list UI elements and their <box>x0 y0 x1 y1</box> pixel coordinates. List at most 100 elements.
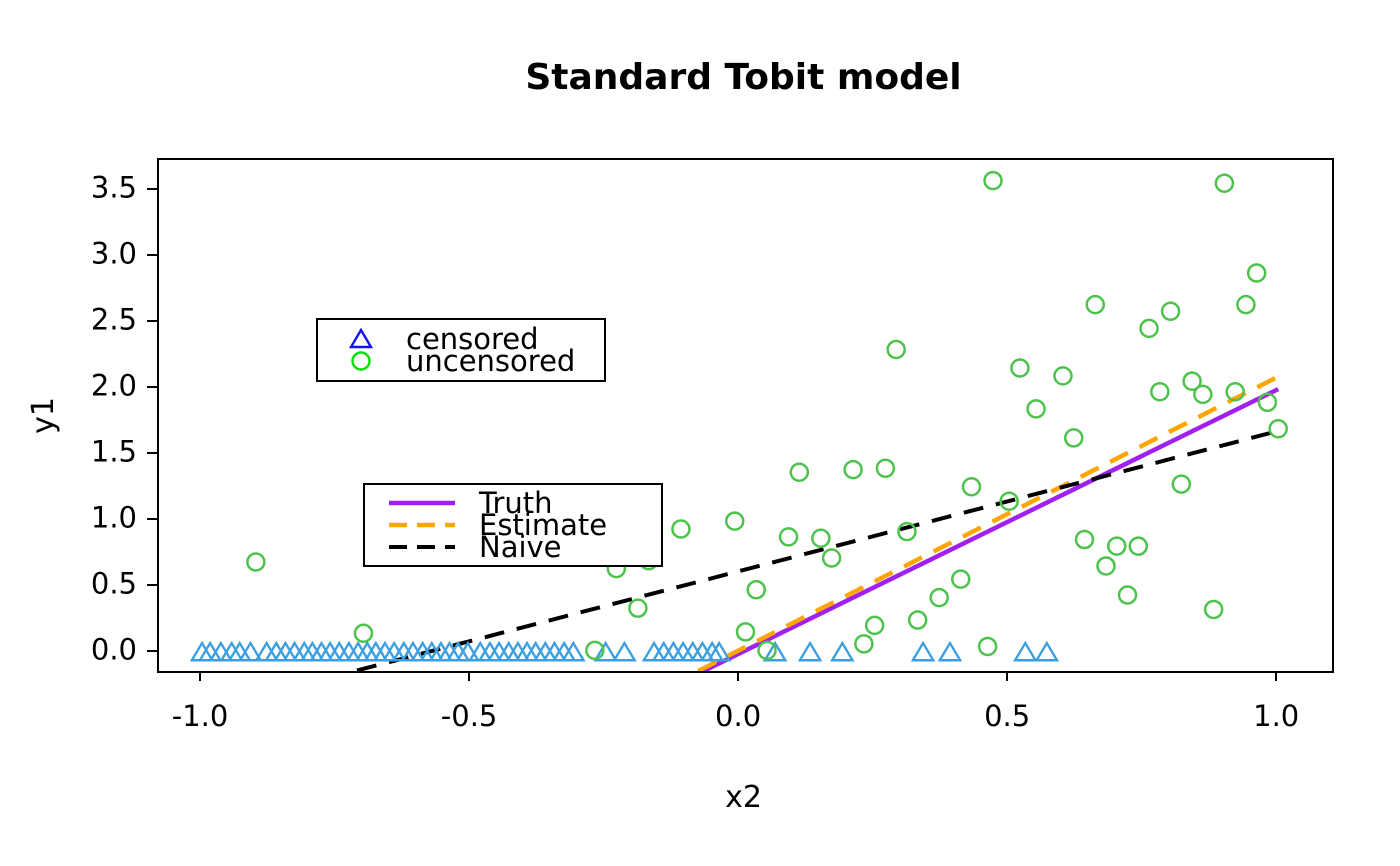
censored-point-triangle <box>910 640 936 662</box>
circle-glyph <box>351 351 371 371</box>
x-tick-mark <box>468 671 471 681</box>
triangle-glyph <box>348 327 374 349</box>
uncensored-point-circle <box>821 548 842 568</box>
x-axis-label: x2 <box>725 780 762 815</box>
x-tick-label: 1.0 <box>1253 699 1300 733</box>
y-tick-mark <box>147 188 157 191</box>
uncensored-point-circle <box>585 640 605 661</box>
censored-point-triangle <box>706 640 732 662</box>
x-tick-label: 0.0 <box>715 699 762 733</box>
y-tick-mark <box>147 386 157 389</box>
naive-line-icon <box>387 543 457 551</box>
censored-point-triangle <box>593 640 618 662</box>
legend-label-estimate: Estimate <box>479 508 608 542</box>
chart-title: Standard Tobit model <box>525 57 962 98</box>
censored-point-triangle <box>762 640 788 662</box>
censored-point-triangle <box>830 640 855 662</box>
y-tick-label: 2.0 <box>90 368 137 403</box>
uncensored-point-circle <box>735 622 756 642</box>
uncensored-point-circle <box>1150 381 1170 402</box>
x-tick-label: 0.5 <box>984 699 1031 733</box>
uncensored-point-circle <box>1096 556 1116 576</box>
uncensored-point-circle <box>977 636 998 657</box>
uncensored-point-circle <box>1203 599 1224 620</box>
censored-point-triangle <box>455 640 481 662</box>
uncensored-point-circle <box>1128 536 1149 556</box>
y-tick-mark <box>147 518 157 521</box>
legend-item-censored: censored <box>338 325 604 354</box>
legend-label-truth: Truth <box>479 486 553 520</box>
scatter-canvas <box>189 170 1288 671</box>
censored-point-triangle <box>612 640 637 662</box>
uncensored-point-circle <box>1193 384 1213 405</box>
uncensored-point-circle <box>811 528 831 548</box>
censored-point-triangle <box>208 640 234 662</box>
y-tick-label: 1.5 <box>90 434 137 469</box>
uncensored-point-circle <box>246 552 266 572</box>
lines-legend: Truth Estimate Naive <box>363 483 663 567</box>
estimate-line-icon <box>387 521 457 529</box>
uncensored-point-circle <box>1236 294 1256 315</box>
y-tick-mark <box>147 650 157 653</box>
censored-point-triangle <box>797 640 823 662</box>
uncensored-point-circle <box>1139 318 1159 339</box>
y-tick-label: 2.5 <box>90 302 137 337</box>
y-tick-label: 3.5 <box>90 170 137 205</box>
censored-point-triangle <box>937 640 963 662</box>
legend-item-uncensored: uncensored <box>338 344 604 378</box>
censored-triangle-icon <box>338 327 384 351</box>
uncensored-point-circle <box>1010 358 1030 378</box>
uncensored-point-circle <box>1171 474 1192 494</box>
uncensored-point-circle <box>897 521 917 542</box>
uncensored-point-circle <box>1117 585 1138 605</box>
y-tick-mark <box>147 584 157 587</box>
uncensored-point-circle <box>1026 399 1046 419</box>
legend-item-naive: Naive <box>387 530 661 564</box>
legend-label-naive: Naive <box>479 530 562 564</box>
uncensored-point-circle <box>999 491 1019 512</box>
uncensored-point-circle <box>983 170 1003 191</box>
uncensored-point-circle <box>1074 529 1095 550</box>
y-tick-label: 0.5 <box>90 566 137 601</box>
uncensored-point-circle <box>1053 366 1073 386</box>
uncensored-point-circle <box>789 462 810 482</box>
uncensored-point-circle <box>628 598 648 618</box>
uncensored-point-circle <box>1063 428 1084 448</box>
y-tick-mark <box>147 254 157 257</box>
uncensored-point-circle <box>1268 418 1288 439</box>
uncensored-point-circle <box>757 640 777 661</box>
uncensored-point-circle <box>886 339 906 360</box>
uncensored-point-circle <box>929 587 949 608</box>
truth-line <box>702 387 1280 671</box>
legend-label-uncensored: uncensored <box>406 344 576 378</box>
plot-area: censored uncensored Truth Estimate <box>157 158 1334 673</box>
y-tick-label: 0.0 <box>90 632 137 667</box>
uncensored-point-circle <box>671 519 691 539</box>
estimate-line <box>697 373 1282 671</box>
uncensored-circle-icon <box>338 350 384 372</box>
uncensored-point-circle <box>875 458 896 479</box>
uncensored-point-circle <box>353 623 374 644</box>
uncensored-point-circle <box>950 569 971 589</box>
uncensored-point-circle <box>961 477 982 497</box>
uncensored-point-circle <box>1225 381 1245 402</box>
truth-line-icon <box>387 499 457 507</box>
x-tick-mark <box>737 671 740 681</box>
uncensored-point-circle <box>778 527 799 547</box>
x-tick-mark <box>1275 671 1278 681</box>
x-tick-mark <box>1006 671 1009 681</box>
uncensored-point-circle <box>1085 294 1105 315</box>
naive-line <box>356 428 1283 671</box>
uncensored-point-circle <box>1107 536 1127 556</box>
uncensored-point-circle <box>724 511 745 531</box>
y-tick-mark <box>147 320 157 323</box>
censored-point-triangle <box>1012 640 1038 662</box>
censored-point-triangle <box>561 640 586 662</box>
uncensored-point-circle <box>1160 301 1181 321</box>
points-legend: censored uncensored <box>316 318 606 382</box>
y-tick-label: 3.0 <box>90 236 137 271</box>
censored-point-triangle <box>238 640 263 662</box>
uncensored-point-circle <box>746 579 767 600</box>
x-tick-label: -0.5 <box>440 699 498 733</box>
uncensored-point-circle <box>1214 173 1235 193</box>
